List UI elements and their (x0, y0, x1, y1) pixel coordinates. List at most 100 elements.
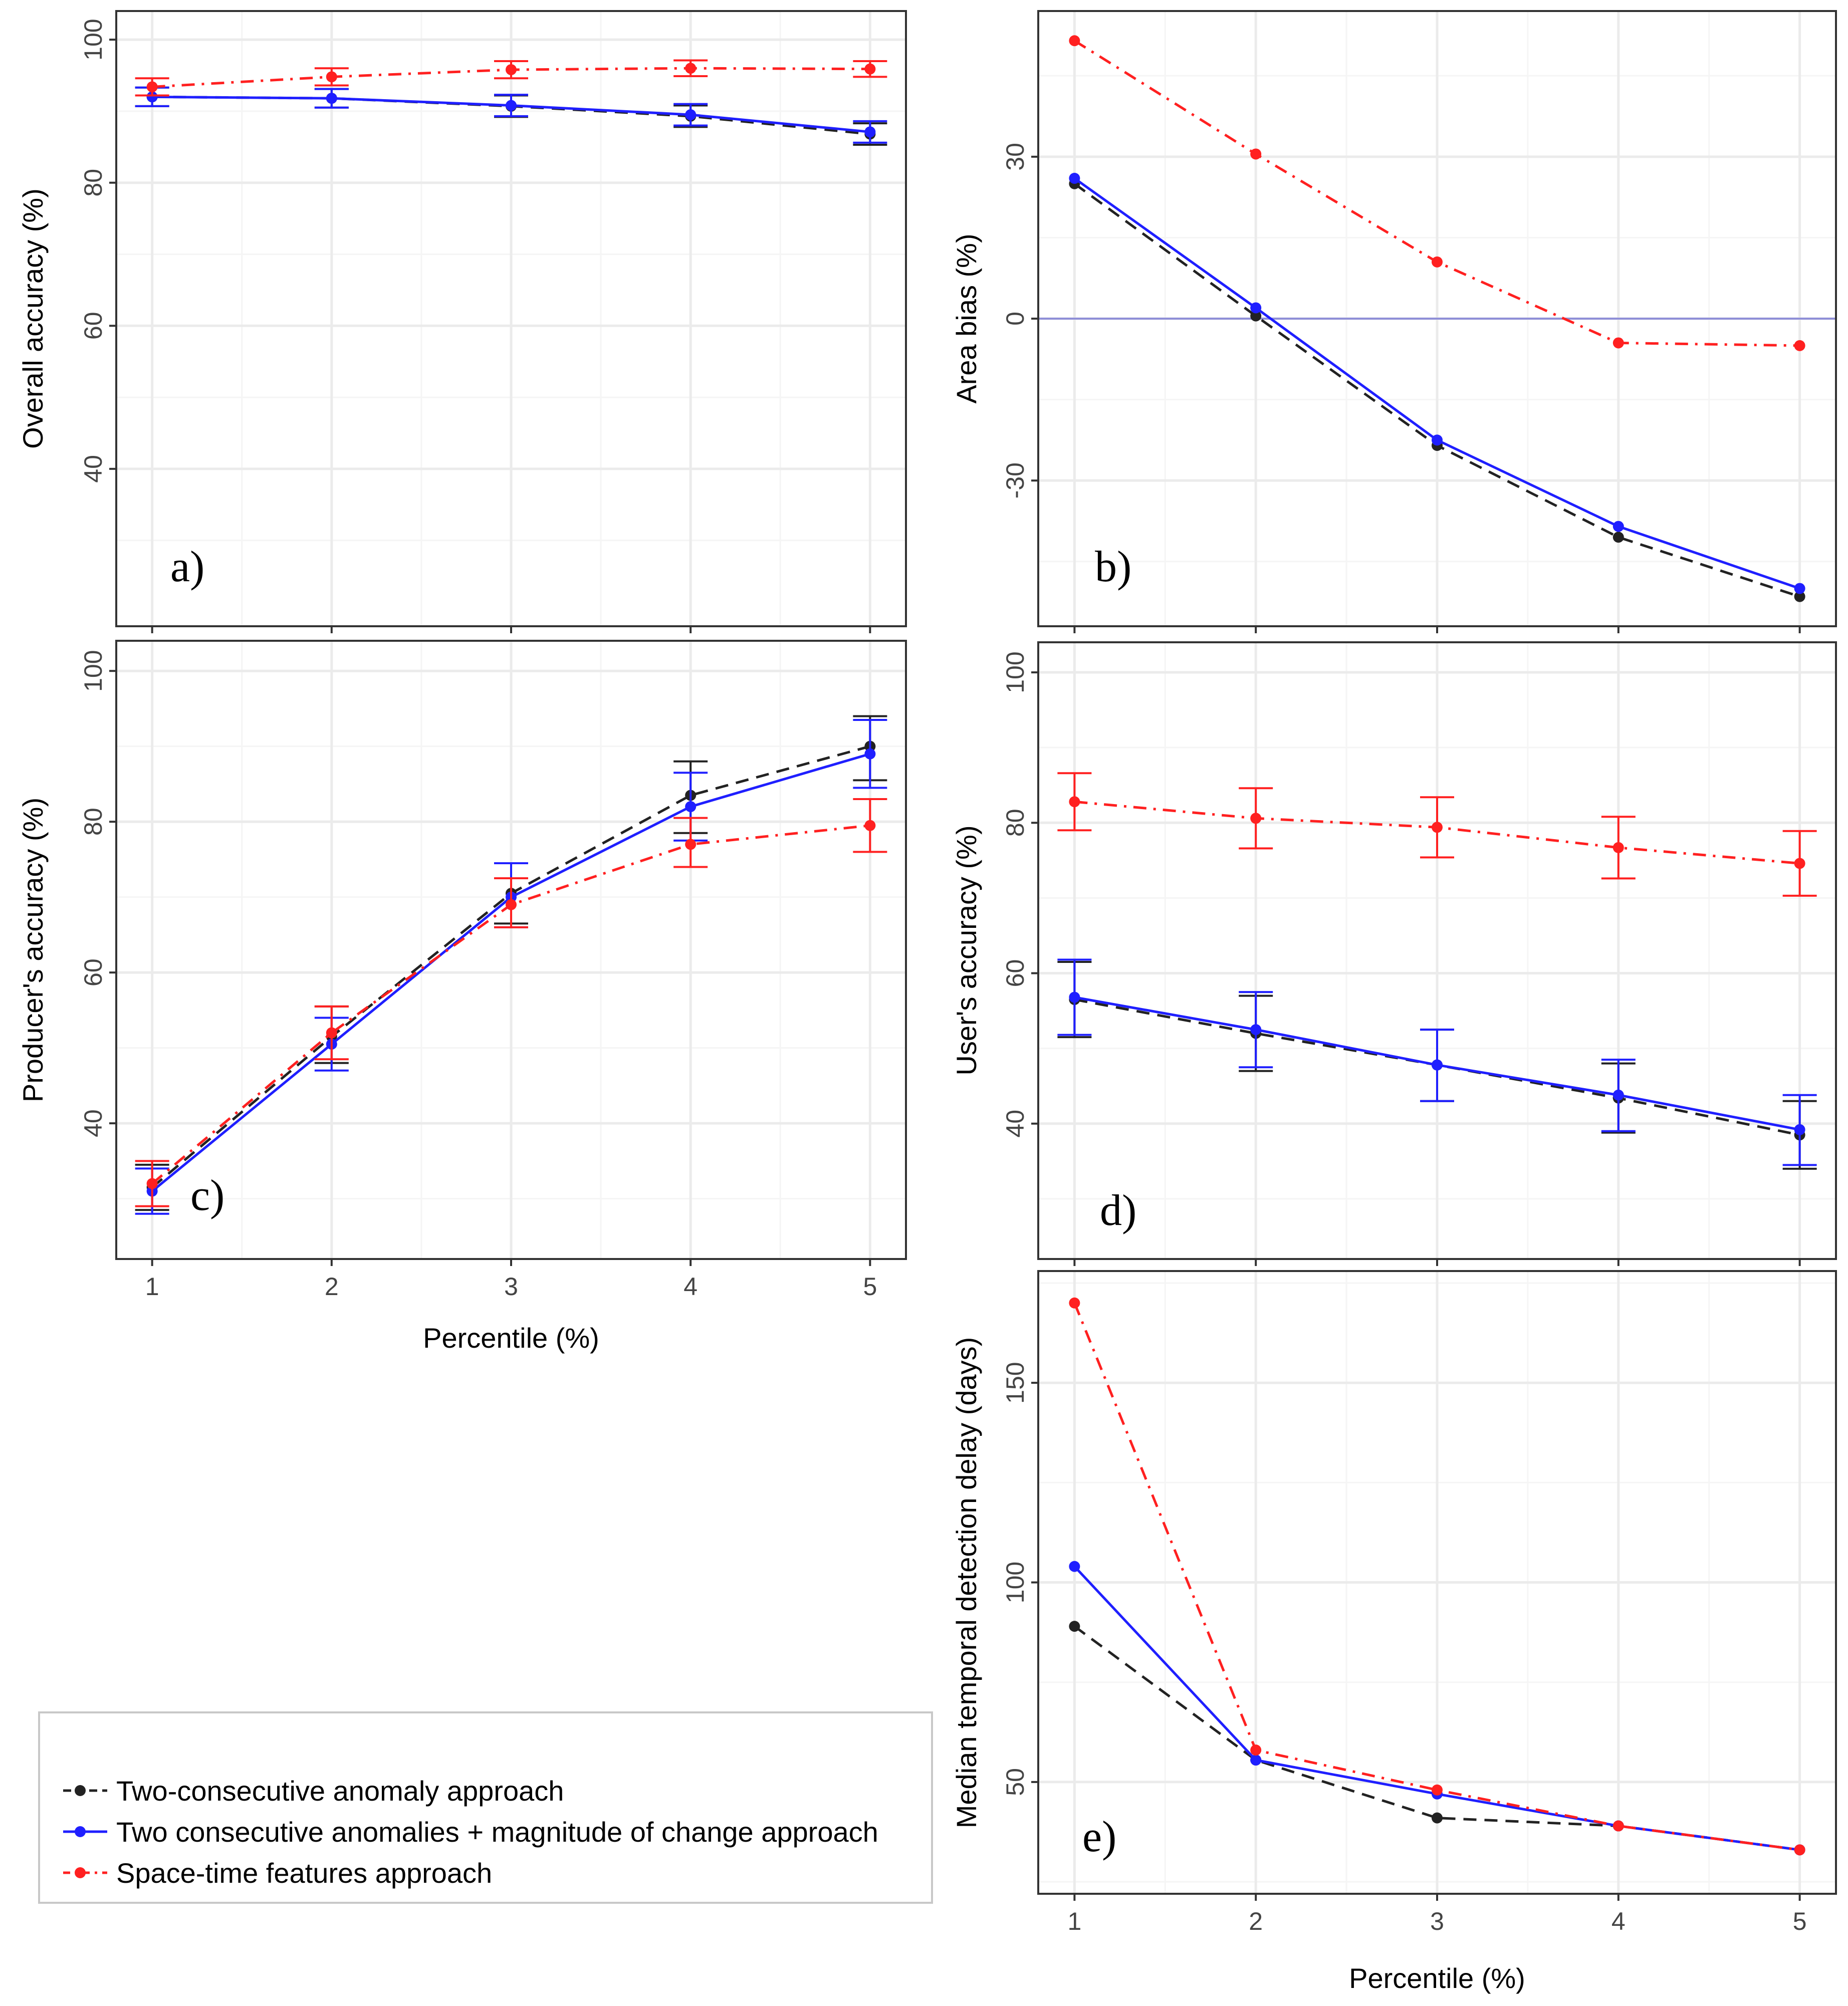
data-point (146, 81, 158, 93)
data-point (864, 126, 876, 138)
y-tick-label: 80 (1001, 809, 1029, 837)
data-point (326, 1027, 337, 1039)
data-point (1069, 796, 1080, 808)
series-space_time (1069, 1297, 1805, 1856)
x-tick-label: 3 (504, 1273, 518, 1301)
y-tick-label: 40 (79, 1109, 107, 1137)
data-point (864, 748, 876, 760)
x-axis (1073, 1259, 1801, 1266)
x-tick-label: 3 (1430, 1907, 1444, 1935)
y-tick-label: -30 (1001, 462, 1029, 498)
legend-label: Two consecutive anomalies + magnitude of… (116, 1816, 878, 1848)
chart-panels: 40 60 80 100 Overall accuracy (%) a) -30 0 30 Are… (17, 10, 1837, 1994)
y-tick-label: 30 (1001, 143, 1029, 171)
y-axis: 40 60 80 100 (79, 650, 116, 1137)
data-point (1794, 858, 1805, 869)
data-point (1250, 148, 1262, 160)
y-axis-label: Area bias (%) (951, 233, 982, 403)
x-tick-label: 5 (1793, 1907, 1807, 1935)
data-point (1432, 256, 1443, 268)
panel-a: 40 60 80 100 Overall accuracy (%) a) (17, 10, 907, 633)
data-point (1432, 822, 1443, 833)
data-point (1794, 591, 1805, 602)
data-point (1250, 1024, 1262, 1036)
data-point (1612, 1820, 1624, 1832)
panel-label: b) (1095, 543, 1131, 591)
series-space_time (1057, 772, 1817, 897)
data-point (1612, 532, 1624, 543)
data-point (1612, 842, 1624, 853)
x-tick-label: 1 (145, 1273, 159, 1301)
x-tick-label: 4 (1611, 1907, 1626, 1935)
data-point (1432, 1784, 1443, 1796)
data-point (1794, 583, 1805, 594)
series-two_consecutive_magnitude (135, 86, 887, 144)
y-tick-label: 80 (79, 808, 107, 836)
y-axis: 50 100 150 (1001, 1362, 1038, 1796)
legend-key-point (75, 1826, 86, 1837)
x-axis (1073, 626, 1801, 633)
x-axis: 1 2 3 4 5 (1067, 1894, 1807, 1935)
gridlines (116, 11, 906, 626)
series-space_time (1069, 35, 1805, 351)
data-point (864, 63, 876, 75)
legend-entry-two_consecutive_magnitude: Two consecutive anomalies + magnitude of… (63, 1816, 878, 1848)
legend-label: Space-time features approach (116, 1857, 492, 1889)
x-tick-label: 2 (325, 1273, 339, 1301)
y-axis: -30 0 30 (1001, 143, 1038, 498)
data-point (146, 91, 158, 103)
data-point (1069, 1561, 1080, 1572)
panel-label: e) (1082, 1813, 1116, 1861)
data-point (685, 109, 697, 121)
data-point (1069, 35, 1080, 47)
panel-label: c) (190, 1171, 224, 1220)
y-tick-label: 100 (1001, 1562, 1029, 1603)
data-point (1069, 1621, 1080, 1632)
panel-label: a) (170, 543, 204, 591)
data-point (1250, 813, 1262, 824)
x-tick-label: 5 (863, 1273, 877, 1301)
data-point (1250, 310, 1262, 322)
data-point (326, 71, 337, 83)
y-axis-label: Median temporal detection delay (days) (951, 1337, 982, 1829)
y-tick-label: 100 (79, 650, 107, 691)
panel-c: 40 60 80 100 1 2 3 4 5 Producer's accuracy (%) Per… (17, 640, 907, 1354)
data-point (1250, 1754, 1262, 1766)
data-point (864, 820, 876, 831)
data-point (685, 839, 697, 850)
data-point (326, 93, 337, 104)
y-tick-label: 40 (79, 455, 107, 483)
data-point (146, 1178, 158, 1189)
x-axis-label: Percentile (%) (423, 1322, 599, 1354)
y-axis-label: Overall accuracy (%) (17, 188, 49, 449)
legend-entry-space_time: Space-time features approach (63, 1857, 492, 1889)
y-axis-label: Producer's accuracy (%) (17, 798, 49, 1102)
gridlines (1038, 642, 1836, 1259)
y-axis: 40 60 80 100 (79, 19, 116, 483)
data-point (1794, 1844, 1805, 1856)
y-tick-label: 60 (79, 958, 107, 986)
panel-e: 50 100 150 1 2 3 4 5 Median temporal detection d… (951, 1270, 1837, 1994)
data-point (1794, 340, 1805, 351)
legend-label: Two-consecutive anomaly approach (116, 1775, 564, 1807)
panel-label: d) (1100, 1186, 1136, 1235)
data-point (1432, 1812, 1443, 1824)
series-space_time (135, 798, 887, 1207)
x-axis-label: Percentile (%) (1349, 1962, 1525, 1994)
y-tick-label: 150 (1001, 1362, 1029, 1403)
y-tick-label: 50 (1001, 1768, 1029, 1796)
panel-b: -30 0 30 Area bias (%) b) (951, 10, 1837, 633)
data-point (1069, 991, 1080, 1003)
data-point (685, 63, 697, 74)
data-point (1069, 172, 1080, 184)
data-point (506, 64, 517, 76)
data-point (1612, 1089, 1624, 1101)
data-point (506, 899, 517, 910)
y-tick-label: 40 (1001, 1110, 1029, 1138)
y-tick-label: 60 (1001, 959, 1029, 987)
y-tick-label: 100 (1001, 651, 1029, 693)
series-two_consecutive_magnitude (1069, 172, 1805, 594)
x-axis: 1 2 3 4 5 (145, 1259, 877, 1301)
data-point (1250, 302, 1262, 314)
